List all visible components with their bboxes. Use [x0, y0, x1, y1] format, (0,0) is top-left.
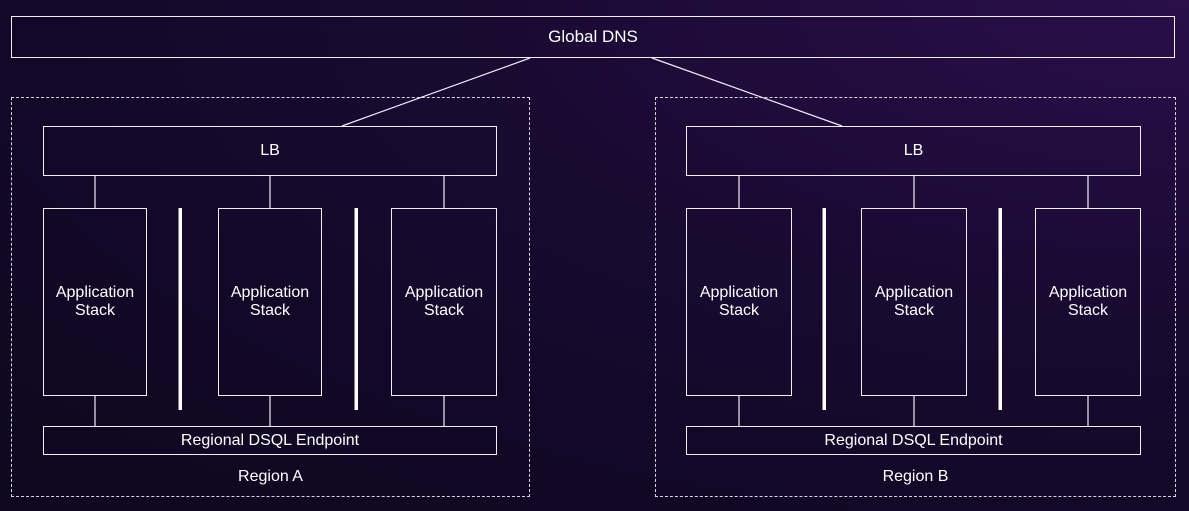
global-dns-label: Global DNS: [548, 27, 638, 46]
region-b-app-stack-2: Application Stack: [861, 208, 967, 396]
region-b-label: Region B: [882, 468, 949, 485]
global-dns-box: Global DNS: [11, 16, 1175, 58]
region-a-separator-2: [354, 208, 358, 410]
region-a-app-stack-1-label: Application Stack: [55, 284, 135, 319]
region-a-app-stack-3-label: Application Stack: [404, 284, 484, 319]
region-a-dsql-endpoint-label: Regional DSQL Endpoint: [180, 431, 360, 449]
region-b-app-stack-3: Application Stack: [1035, 208, 1141, 396]
region-b-app-stack-1: Application Stack: [686, 208, 792, 396]
region-b-app-stack-1-label: Application Stack: [699, 284, 779, 319]
region-b-dsql-endpoint-label: Regional DSQL Endpoint: [824, 431, 1003, 449]
region-a-separator-1: [178, 208, 182, 410]
region-a-app-stack-2: Application Stack: [218, 208, 322, 396]
region-a-app-stack-2-label: Application Stack: [230, 284, 310, 319]
region-a-lb-box: LB: [43, 126, 497, 176]
region-a-app-stack-3: Application Stack: [391, 208, 497, 396]
region-b-separator-1: [822, 208, 826, 410]
region-a-app-stack-1: Application Stack: [43, 208, 147, 396]
dns-to-lb-b-line: [651, 57, 843, 127]
region-a-lb-label: LB: [260, 142, 280, 159]
region-b-separator-2: [998, 208, 1002, 410]
region-b-app-stack-3-label: Application Stack: [1048, 284, 1128, 319]
region-b-app-stack-2-label: Application Stack: [874, 284, 954, 319]
region-a-dsql-endpoint-box: Regional DSQL Endpoint: [43, 426, 497, 455]
region-b-lb-box: LB: [686, 126, 1141, 176]
region-b-lb-label: LB: [903, 142, 924, 159]
region-a-label: Region A: [238, 468, 303, 485]
dns-to-lb-a-line: [341, 57, 531, 127]
region-b-container: [655, 97, 1176, 497]
region-b-dsql-endpoint-box: Regional DSQL Endpoint: [686, 426, 1141, 455]
region-a-container: [11, 97, 530, 497]
